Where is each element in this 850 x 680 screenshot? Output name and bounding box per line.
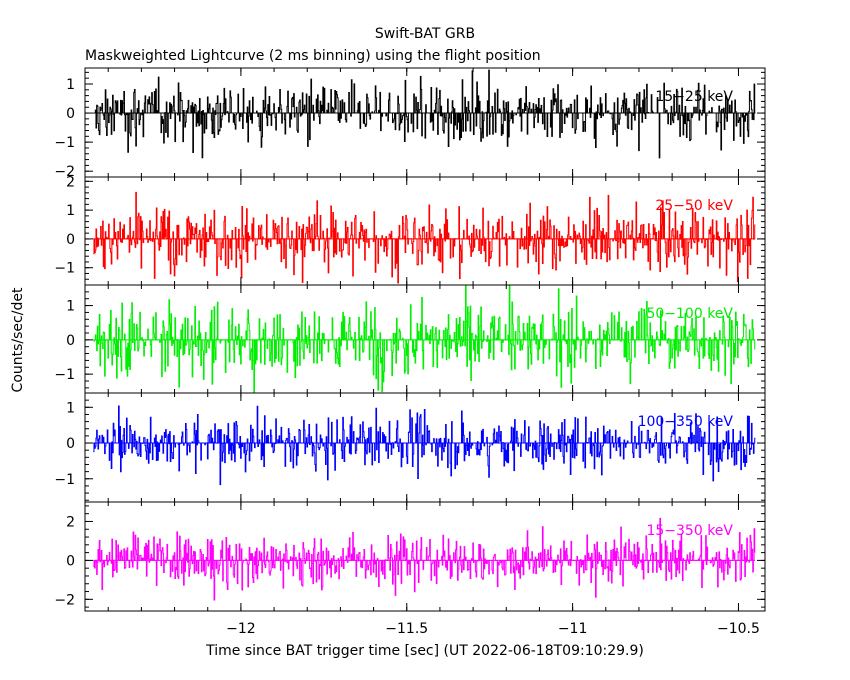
y-tick-label: 1 (66, 400, 75, 416)
panel-4: −1 0 1 100−350 keV (54, 392, 766, 503)
energy-band-label: 25−50 keV (655, 198, 733, 214)
panel-2: −1 0 1 2 25−50 keV (54, 174, 766, 286)
y-tick-label: 0 (66, 436, 75, 452)
energy-band-label: 15−25 keV (655, 89, 733, 105)
y-axis-label: Counts/sec/det (10, 287, 26, 392)
chart-title: Swift-BAT GRB (375, 26, 475, 42)
y-tick-label: −1 (54, 472, 75, 488)
x-tick-label: −11 (558, 621, 588, 637)
energy-band-label: 50−100 keV (646, 306, 733, 322)
chart-subtitle: Maskweighted Lightcurve (2 ms binning) u… (85, 48, 541, 64)
y-tick-label: 0 (66, 333, 75, 349)
y-tick-label: 2 (66, 174, 75, 190)
lightcurve-series (93, 191, 756, 284)
y-tick-label: 0 (66, 553, 75, 569)
y-tick-label: 0 (66, 106, 75, 122)
y-tick-label: 1 (66, 203, 75, 219)
panel-3: −1 0 1 50−100 keV (54, 284, 766, 394)
panel-1: −2 −1 0 1 15−25 keV (54, 67, 766, 180)
lightcurve-series (93, 284, 756, 394)
y-tick-label: −1 (54, 135, 75, 151)
y-tick-label: 0 (66, 232, 75, 248)
y-tick-label: −2 (54, 164, 75, 180)
lightcurve-series (93, 69, 756, 159)
panels-group: −2 −1 0 1 15−25 keV −1 0 1 2 25−50 keV −1 0 1 50−100 … (54, 67, 766, 637)
y-tick-label: −1 (54, 261, 75, 277)
y-tick-label: 1 (66, 299, 75, 315)
y-tick-label: −1 (54, 367, 75, 383)
x-tick-label: −11.5 (385, 621, 428, 637)
lightcurve-series (93, 517, 756, 601)
energy-band-label: 100−350 keV (638, 414, 734, 430)
panel-5: −2 0 2 15−350 keV (54, 501, 766, 612)
x-tick-label: −12 (226, 621, 256, 637)
energy-band-label: 15−350 keV (646, 523, 733, 539)
x-tick-label: −10.5 (717, 621, 760, 637)
lightcurve-series (93, 405, 756, 486)
y-tick-label: 2 (66, 514, 75, 530)
y-tick-label: 1 (66, 77, 75, 93)
x-axis-label: Time since BAT trigger time [sec] (UT 20… (205, 643, 644, 659)
panel-frame (84, 501, 766, 612)
y-tick-label: −2 (54, 592, 75, 608)
